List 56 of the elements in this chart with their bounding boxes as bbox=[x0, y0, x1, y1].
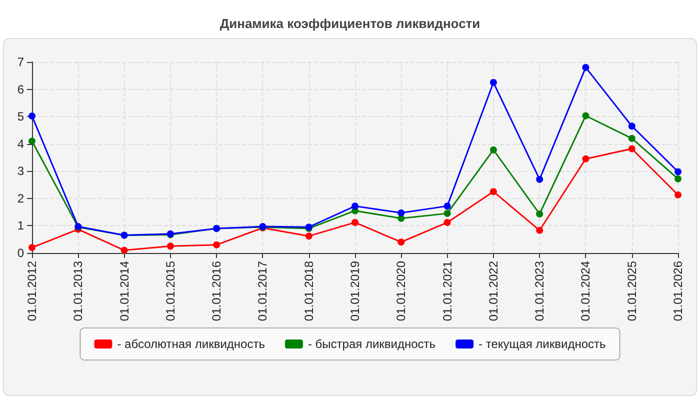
point bbox=[674, 191, 682, 198]
point bbox=[166, 242, 174, 250]
point bbox=[28, 138, 36, 145]
x-tick-label: 01.01.2013 bbox=[71, 260, 86, 322]
point bbox=[582, 64, 590, 71]
point bbox=[305, 232, 312, 240]
x-tick-label: 01.01.2014 bbox=[117, 260, 132, 322]
point bbox=[628, 122, 636, 130]
y-tick-label: 5 bbox=[17, 110, 24, 124]
legend-label: - текущая ликвидность bbox=[478, 337, 606, 351]
y-tick-label: 4 bbox=[17, 136, 24, 151]
x-tick-label: 01.01.2012 bbox=[25, 260, 39, 322]
point bbox=[352, 218, 358, 226]
point bbox=[674, 175, 682, 182]
point bbox=[536, 176, 544, 183]
point bbox=[213, 241, 220, 248]
x-tick-label: 01.01.2016 bbox=[210, 260, 224, 322]
x-tick-label: 01.01.2019 bbox=[348, 260, 362, 322]
x-tick-label: 01.01.2020 bbox=[394, 260, 408, 322]
x-tick-label: 01.01.2015 bbox=[163, 260, 178, 322]
y-tick-label: 0 bbox=[17, 246, 24, 260]
y-tick-label: 2 bbox=[17, 191, 24, 206]
point bbox=[120, 246, 128, 254]
x-tick-label: 01.01.2018 bbox=[302, 260, 316, 322]
point bbox=[582, 112, 590, 120]
chart-title: Динамика коэффициентов ликвидности bbox=[220, 16, 480, 31]
y-tick-label: 6 bbox=[17, 82, 24, 96]
point bbox=[628, 134, 636, 142]
point bbox=[444, 210, 451, 217]
point bbox=[674, 168, 682, 176]
x-tick-label: 01.01.2026 bbox=[671, 260, 685, 322]
legend-label: - абсолютная ликвидность bbox=[117, 337, 265, 351]
point bbox=[444, 218, 451, 226]
x-tick-label: 01.01.2022 bbox=[486, 260, 500, 322]
point bbox=[536, 210, 544, 218]
point bbox=[582, 155, 590, 162]
legend-label: - быстрая ликвидность bbox=[308, 337, 436, 351]
x-tick-label: 01.01.2025 bbox=[624, 260, 639, 322]
y-tick-label: 7 bbox=[17, 55, 24, 69]
point bbox=[490, 78, 497, 86]
x-tick-label: 01.01.2021 bbox=[440, 260, 454, 322]
point bbox=[628, 145, 636, 152]
point bbox=[490, 146, 497, 154]
x-tick-label: 01.01.2024 bbox=[578, 260, 593, 322]
x-tick-label: 01.01.2023 bbox=[532, 260, 547, 322]
point bbox=[398, 238, 405, 246]
point bbox=[28, 244, 36, 252]
y-tick-label: 3 bbox=[17, 164, 24, 178]
point bbox=[352, 202, 358, 210]
x-tick-label: 01.01.2017 bbox=[256, 260, 270, 322]
point bbox=[536, 226, 544, 234]
y-tick-label: 1 bbox=[17, 218, 24, 233]
point bbox=[28, 112, 36, 120]
point bbox=[444, 202, 451, 210]
point bbox=[490, 188, 497, 196]
point bbox=[398, 209, 405, 216]
